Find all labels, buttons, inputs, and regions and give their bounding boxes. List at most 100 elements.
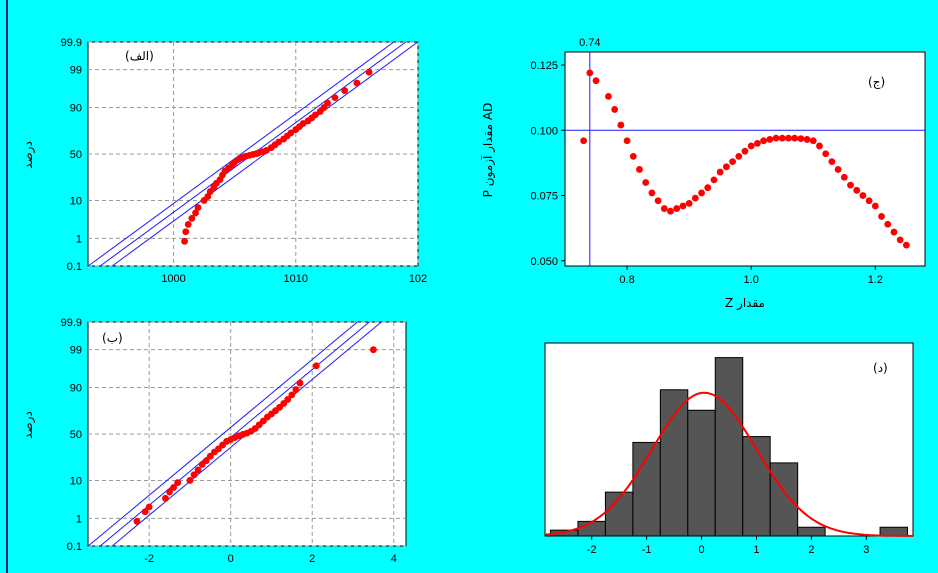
y-tick-label: 50 xyxy=(70,149,82,161)
x-tick-label: 1.0 xyxy=(744,274,759,286)
data-point xyxy=(667,207,674,215)
data-point xyxy=(673,205,681,212)
data-point xyxy=(166,488,173,496)
data-point xyxy=(194,466,202,474)
data-point xyxy=(797,135,805,143)
y-tick-label: 90 xyxy=(70,383,82,395)
y-tick-label: 10 xyxy=(70,475,82,487)
histogram-bar xyxy=(659,389,689,537)
data-point xyxy=(204,193,212,200)
x-tick-label: 0.8 xyxy=(619,274,634,286)
y-tick-label: 0.1 xyxy=(67,541,82,553)
y-tick-label: 0.125 xyxy=(530,60,558,72)
data-point xyxy=(324,99,331,107)
panel-dal: (د) -2 -1 0 1 2 3 xyxy=(544,342,914,556)
x-tick-label: 1010 xyxy=(284,273,308,285)
data-point xyxy=(890,228,898,236)
data-point xyxy=(760,137,768,145)
data-point xyxy=(586,69,594,77)
x-tick-label: 4 xyxy=(391,553,397,565)
data-point xyxy=(828,158,836,166)
data-point xyxy=(679,202,687,210)
data-point xyxy=(162,494,169,502)
data-point xyxy=(716,168,724,176)
x-tick-label: -2 xyxy=(144,553,154,565)
x-tick-label: 1.2 xyxy=(868,274,883,286)
data-point xyxy=(704,184,712,192)
data-point xyxy=(206,452,214,460)
histogram-bar xyxy=(714,357,744,537)
vline-label: 0.74 xyxy=(579,37,600,49)
data-point xyxy=(170,484,178,491)
data-point xyxy=(365,68,373,76)
y-tick-label: 0.1 xyxy=(67,261,82,273)
data-point xyxy=(133,517,141,525)
x-tick-label: -2 xyxy=(587,544,597,556)
data-point xyxy=(853,186,861,194)
data-point xyxy=(311,111,319,119)
confidence-band-upper xyxy=(87,41,395,267)
x-tick-label: 3 xyxy=(863,544,869,556)
data-point xyxy=(284,396,292,403)
data-point xyxy=(834,166,842,173)
data-point xyxy=(865,197,873,205)
data-point xyxy=(766,136,774,143)
data-point xyxy=(287,129,295,137)
data-point xyxy=(331,94,339,102)
y-tick-label: 99.9 xyxy=(61,317,82,329)
histogram-bar xyxy=(742,436,771,537)
data-point xyxy=(896,236,904,244)
data-point xyxy=(188,214,196,222)
data-point xyxy=(791,134,799,142)
data-point xyxy=(174,479,182,486)
data-point xyxy=(722,163,730,171)
data-point xyxy=(741,147,749,155)
data-point xyxy=(192,209,199,217)
data-point xyxy=(202,457,210,465)
y-tick-label: 1 xyxy=(76,513,82,525)
panel-jim-frame xyxy=(564,51,926,267)
data-point xyxy=(902,241,910,249)
data-point xyxy=(320,104,328,111)
confidence-band-upper xyxy=(87,321,358,547)
data-point xyxy=(710,176,718,184)
data-point xyxy=(840,173,848,181)
data-point xyxy=(878,213,885,220)
data-point xyxy=(642,179,650,186)
panel-be-ylabel: درصد xyxy=(21,411,36,439)
x-tick-label: 0 xyxy=(698,544,704,556)
x-tick-label: 102 xyxy=(409,273,427,285)
data-point xyxy=(312,362,320,370)
data-point xyxy=(654,197,662,205)
data-point xyxy=(660,205,668,212)
data-point xyxy=(182,228,190,236)
y-tick-label: 0.050 xyxy=(530,256,558,268)
y-tick-label: 99 xyxy=(70,65,82,77)
data-point xyxy=(785,134,792,142)
data-point xyxy=(648,189,656,197)
data-point xyxy=(636,166,643,173)
data-point xyxy=(816,142,823,150)
y-tick-label: 1 xyxy=(76,233,82,245)
normal-curve xyxy=(544,391,914,537)
x-tick-label: 2 xyxy=(309,553,315,565)
data-point xyxy=(735,152,743,160)
y-tick-label: 99 xyxy=(70,345,82,357)
x-tick-label: -1 xyxy=(642,544,652,556)
panel-be-label: (ب) xyxy=(102,331,123,345)
data-point xyxy=(691,194,699,202)
data-point xyxy=(698,189,705,197)
data-point xyxy=(859,192,867,199)
y-tick-label: 0.075 xyxy=(530,191,558,203)
data-point xyxy=(186,477,194,484)
panel-jim-xlabel: Z مقدار xyxy=(725,296,765,311)
data-point xyxy=(145,503,153,511)
panel-alef-label: (الف) xyxy=(125,49,154,63)
panel-jim-label: (ج) xyxy=(868,75,885,89)
data-point xyxy=(803,136,811,143)
data-point xyxy=(181,237,188,245)
y-tick-label: 90 xyxy=(70,103,82,115)
data-point xyxy=(847,181,854,189)
